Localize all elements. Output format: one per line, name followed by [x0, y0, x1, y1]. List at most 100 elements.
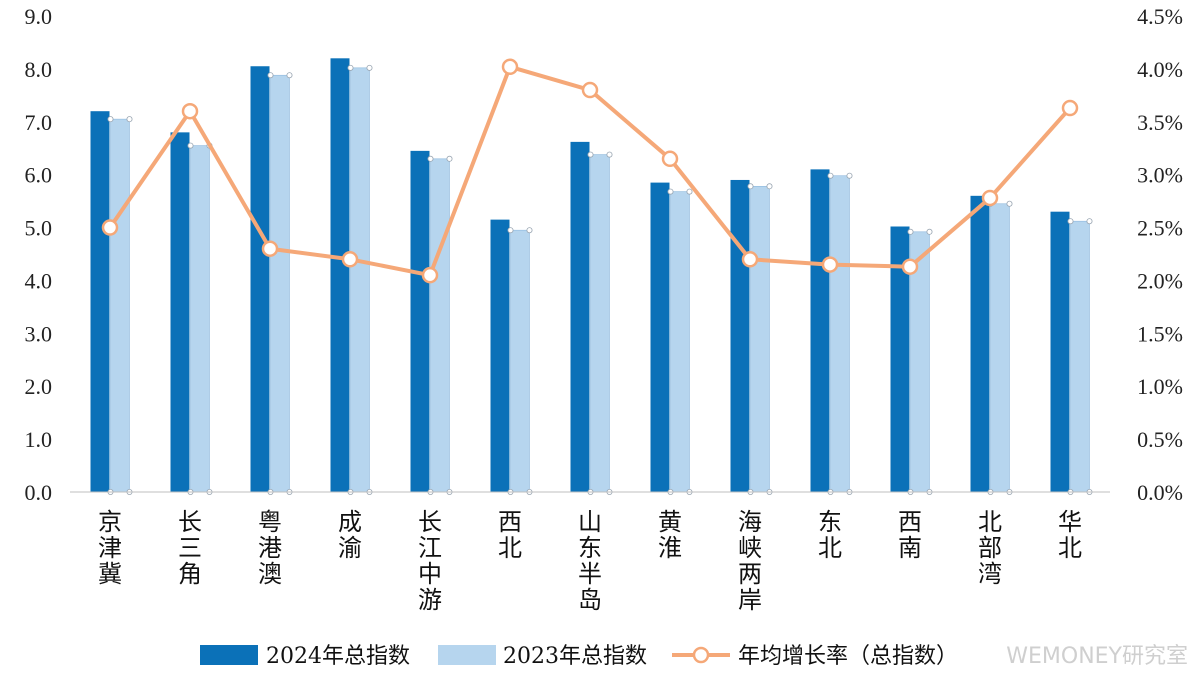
bar-2023 [510, 229, 530, 493]
bar-2023 [590, 154, 610, 493]
bar-2024 [410, 150, 430, 492]
x-category-label: 北 [818, 534, 842, 562]
y-left-tick-label: 7.0 [25, 110, 53, 135]
x-category-label: 湾 [978, 560, 1002, 588]
x-category-label: 华 [1058, 508, 1082, 536]
bar-2023 [350, 67, 370, 493]
legend-label-2024: 2024年总指数 [266, 644, 410, 669]
bar-2023 [1070, 220, 1090, 493]
y-left-tick-label: 5.0 [25, 216, 53, 241]
x-category-label: 海 [738, 508, 762, 536]
y-right-tick-label: 4.5% [1137, 4, 1183, 29]
y-left-tick-label: 9.0 [25, 4, 53, 29]
bar-corner-marker [587, 151, 594, 158]
x-category-label: 冀 [98, 560, 122, 588]
x-category-label: 中 [418, 560, 442, 588]
growth-rate-point [101, 219, 119, 236]
x-category-label: 澳 [258, 560, 282, 588]
x-category-label: 岛 [578, 586, 602, 614]
bar-2023 [270, 74, 290, 493]
bar-2023 [990, 203, 1010, 493]
bar-2023 [190, 145, 210, 493]
growth-rate-point [181, 102, 199, 120]
y-left-tick-label: 4.0 [25, 268, 53, 293]
x-category-label: 北 [498, 534, 522, 562]
bar-2024 [170, 132, 190, 492]
x-category-label: 岸 [738, 586, 762, 614]
x-category-label: 山 [578, 508, 602, 536]
y-right-tick-label: 0.0% [1137, 480, 1183, 505]
y-right-tick-label: 3.5% [1137, 110, 1183, 135]
bar-2024 [890, 226, 910, 492]
bar-2024 [970, 195, 990, 493]
bar-corner-marker [427, 155, 434, 162]
bar-2024 [810, 169, 830, 492]
growth-rate-point [661, 150, 679, 168]
bar-2024 [1050, 211, 1070, 492]
bar-corner-marker [1067, 218, 1074, 225]
bar-corner-marker [686, 188, 693, 195]
legend-swatch-growth-marker [692, 646, 710, 664]
x-category-label: 南 [898, 534, 922, 562]
y-left-tick-label: 6.0 [25, 163, 53, 188]
x-category-label: 长 [178, 508, 202, 536]
legend: 2024年总指数 2023年总指数 年均增长率（总指数） [200, 644, 958, 669]
bar-corner-marker [347, 64, 354, 71]
bar-corner-marker [667, 188, 674, 195]
y-right-tick-label: 1.0% [1137, 374, 1183, 399]
legend-swatch-2023 [438, 645, 496, 665]
bar-corner-marker [827, 172, 834, 179]
growth-rate-point [821, 256, 839, 273]
bar-2023 [750, 186, 770, 493]
legend-swatch-2024 [200, 645, 258, 665]
x-category-label: 黄 [658, 508, 682, 536]
bar-2024 [330, 58, 350, 493]
x-category-label: 西 [498, 508, 522, 536]
growth-rate-point [581, 81, 599, 99]
x-category-label: 长 [418, 508, 442, 536]
x-category-label: 成 [338, 508, 362, 536]
x-category-label: 游 [418, 586, 442, 614]
bar-2023 [430, 158, 450, 493]
growth-rate-point [741, 251, 759, 268]
axes-layer: 0.0 1.0 2.0 3.0 4.0 5.0 6.0 7.0 8.0 9.0 0.0% 0.5% 1.… [25, 4, 1184, 505]
bar-corner-marker [126, 116, 133, 123]
y-left-tick-label: 0.0 [25, 480, 53, 505]
y-left-tick-label: 2.0 [25, 374, 53, 399]
bar-corner-marker [286, 72, 293, 79]
growth-rate-point [981, 189, 999, 207]
x-category-label: 京 [98, 508, 122, 536]
legend-label-growth: 年均增长率（总指数） [738, 644, 958, 669]
bar-2024 [730, 179, 750, 492]
x-category-label: 北 [1058, 534, 1082, 562]
growth-rate-point [341, 251, 359, 268]
x-category-label: 峡 [738, 534, 762, 562]
growth-rate-point [261, 240, 279, 257]
bar-corner-marker [526, 227, 533, 234]
growth-rate-point [421, 266, 439, 284]
bar-corner-marker [1006, 200, 1013, 207]
x-category-label: 部 [978, 534, 1002, 562]
x-category-label: 西 [898, 508, 922, 536]
y-right-tick-label: 4.0% [1137, 57, 1183, 82]
bar-2024 [490, 219, 510, 492]
bar-corner-marker [107, 116, 114, 123]
bar-corner-marker [187, 142, 194, 149]
bar-2023 [110, 118, 130, 493]
x-category-label: 两 [738, 560, 762, 588]
bar-corner-marker [267, 72, 274, 79]
bar-2023 [670, 191, 690, 493]
x-category-label: 东 [818, 508, 842, 536]
y-left-tick-label: 3.0 [25, 321, 53, 346]
x-category-label: 江 [418, 534, 442, 562]
x-category-label: 北 [978, 508, 1002, 536]
bar-2024 [250, 66, 270, 492]
bar-corner-marker [366, 64, 373, 71]
growth-rate-point [501, 58, 519, 76]
bar-corner-marker [446, 155, 453, 162]
line-layer [101, 58, 1079, 284]
y-left-tick-label: 8.0 [25, 57, 53, 82]
y-right-tick-label: 0.5% [1137, 427, 1183, 452]
